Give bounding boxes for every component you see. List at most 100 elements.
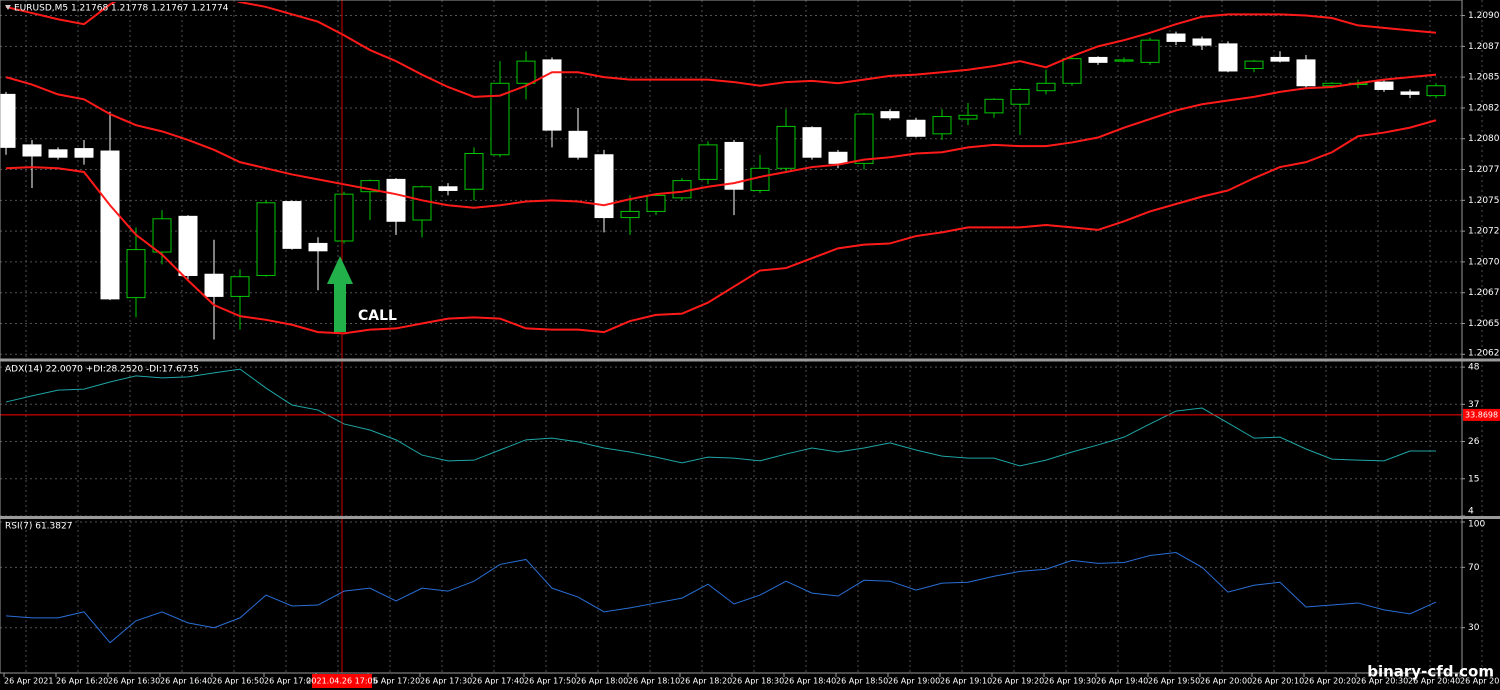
candle-body <box>672 180 692 199</box>
candle-body <box>802 127 822 158</box>
candle-body <box>256 202 276 276</box>
candle-body <box>1400 91 1420 95</box>
x-tick-label: 26 Apr 19:20 <box>992 677 1044 686</box>
crosshair-tag <box>312 674 372 688</box>
watermark: binary-cfd.com <box>1367 663 1494 681</box>
y-tick-label: 15 <box>1468 474 1479 484</box>
candle-body <box>542 59 562 131</box>
y-tick-label: 1.20750 <box>1468 196 1500 206</box>
candle-body <box>646 194 666 212</box>
candle-body <box>204 273 224 297</box>
indicator-line <box>5 552 1437 644</box>
candle-body <box>22 144 42 157</box>
level-label: 33.8698 <box>1465 410 1498 419</box>
y-tick-label: 1.20700 <box>1468 257 1500 267</box>
panel-plot <box>0 368 1462 467</box>
x-tick-label: 26 Apr 17:30 <box>420 677 472 686</box>
candle-body <box>230 276 250 297</box>
x-tick-label: 26 Apr 20:50 <box>1460 677 1500 686</box>
candle-body <box>334 193 354 242</box>
candle-body <box>594 154 614 219</box>
plot-border <box>0 0 1463 674</box>
y-tick-label: 1.20725 <box>1468 227 1500 237</box>
x-tick-label: 26 Apr 20:10 <box>1252 677 1304 686</box>
candle-body <box>308 242 328 252</box>
candle-body <box>932 116 952 135</box>
crosshair-label: 2021.04.26 17:05 <box>306 677 377 686</box>
y-tick-label: 100 <box>1468 520 1485 530</box>
candle-body <box>880 111 900 119</box>
x-tick-label: 26 Apr 17:50 <box>524 677 576 686</box>
candle-body <box>178 215 198 276</box>
bollinger-band <box>5 119 1437 335</box>
candle-body <box>1114 59 1134 62</box>
candle-body <box>412 186 432 221</box>
x-tick-label: 26 Apr 19:50 <box>1148 677 1200 686</box>
candle-body <box>854 113 874 164</box>
x-tick-label: 26 Apr 18:50 <box>836 677 888 686</box>
candle-body <box>1062 58 1082 84</box>
grid <box>0 0 1483 673</box>
candle-body <box>1426 85 1446 97</box>
candle-body <box>1374 81 1394 90</box>
bollinger-band <box>5 2 1437 98</box>
candle-body <box>1192 38 1212 46</box>
x-tick-label: 26 Apr 16:30 <box>108 677 160 686</box>
candle-body <box>698 144 718 180</box>
y-tick-label: 1.20775 <box>1468 165 1500 175</box>
annotation: CALL <box>358 308 397 324</box>
candle-body <box>776 125 796 169</box>
candle-body <box>1218 43 1238 72</box>
y-tick-label: 48 <box>1468 363 1480 373</box>
y-tick-label: 1.20875 <box>1468 42 1500 52</box>
candle-body <box>438 186 458 191</box>
x-tick-label: 26 Apr 17:00 <box>264 677 316 686</box>
candle-body <box>100 150 120 300</box>
x-tick-label: 26 Apr 18:40 <box>784 677 836 686</box>
candle-body <box>386 178 406 222</box>
candle-body <box>1166 33 1186 42</box>
x-tick-label: 26 Apr 19:00 <box>888 677 940 686</box>
x-tick-label: 26 Apr 18:20 <box>680 677 732 686</box>
x-tick-label: 26 Apr 18:30 <box>732 677 784 686</box>
candle-body <box>1088 56 1108 63</box>
x-tick-label: 26 Apr 17:40 <box>472 677 524 686</box>
x-tick-label: 26 Apr 19:40 <box>1096 677 1148 686</box>
plots <box>0 0 1462 673</box>
candle-body <box>984 98 1004 114</box>
x-tick-label: 26 Apr 20:20 <box>1304 677 1356 686</box>
candle-body <box>360 180 380 193</box>
candle-body <box>1140 39 1160 63</box>
y-tick-label: 37 <box>1468 400 1479 410</box>
level-tag <box>1463 408 1500 421</box>
candle-body <box>126 249 146 299</box>
y-tick-label: 1.20900 <box>1468 11 1500 21</box>
candle-body <box>282 201 302 249</box>
y-tick-label: 1.20850 <box>1468 73 1500 83</box>
y-tick-label: 30 <box>1468 623 1480 633</box>
candle-body <box>1036 82 1056 92</box>
candle-body <box>724 141 744 190</box>
labels: 1.20900 1.20875 1.20850 1.20825 1.20800 1.207… <box>4 4 1500 688</box>
symbol-icon <box>5 5 11 10</box>
x-tick-label: 26 Apr 20:30 <box>1356 677 1408 686</box>
candle-body <box>152 218 172 253</box>
panel-title: RSI(7) 61.3827 <box>5 522 72 532</box>
x-tick-label: 26 Apr 20:40 <box>1408 677 1460 686</box>
candle-body <box>0 93 16 148</box>
x-tick-label: 26 Apr 19:10 <box>940 677 992 686</box>
panel-title: ADX(14) 22.0070 +DI:28.2520 -DI:17.6735 <box>5 365 199 375</box>
candle-body <box>1244 60 1264 70</box>
y-tick-label: 4 <box>1468 507 1474 517</box>
candle-body <box>828 151 848 164</box>
y-tick-label: 1.20675 <box>1468 288 1500 298</box>
candle-body <box>490 82 510 156</box>
candle-body <box>958 114 978 120</box>
x-tick-label: 26 Apr 16:50 <box>212 677 264 686</box>
y-tick-label: 70 <box>1468 563 1480 573</box>
indicator-line <box>5 368 1436 467</box>
x-tick-label: 26 Apr 16:20 <box>56 677 108 686</box>
candle-body <box>464 153 484 190</box>
